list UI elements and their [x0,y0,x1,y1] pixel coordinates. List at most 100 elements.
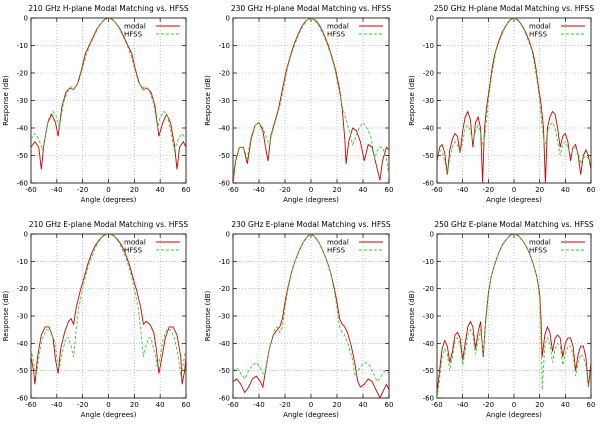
x-tick-label: -40 [253,401,264,409]
chart-panel-3: -60 -40 -20 0 20 40 60 0 -10 -20 -30 -40 -50 -60 modal… [408,4,595,204]
series-line-modal [31,234,186,385]
y-tick-label: -20 [423,70,434,78]
x-tick-label: 40 [359,186,368,194]
y-tick-label: -30 [423,97,434,105]
y-tick-label: 0 [430,15,434,23]
y-axis-label: Response (dB) [2,75,10,126]
legend-label: HFSS [124,247,143,255]
series-line-hfss [437,234,591,398]
y-tick-label: -60 [423,180,434,188]
y-tick-label: -40 [423,125,434,133]
y-tick-label: -60 [423,395,434,403]
y-tick-label: -20 [17,285,28,293]
x-tick-label: 60 [385,401,394,409]
x-tick-label: 40 [156,401,165,409]
y-tick-label: -50 [17,152,28,160]
x-tick-label: 60 [587,186,596,194]
legend-label: HFSS [529,31,548,39]
y-axis-label: Response (dB) [2,290,10,341]
legend-label: HFSS [124,31,143,39]
x-tick-label: -40 [457,401,468,409]
x-tick-label: -20 [279,401,290,409]
x-tick-label: -40 [51,401,62,409]
x-tick-label: 20 [130,401,139,409]
y-tick-label: -40 [17,340,28,348]
x-axis-label: Angle (degrees) [486,196,542,204]
chart-panel-4: -60 -40 -20 0 20 40 60 0 -10 -20 -30 -40 -50 -60 modal… [2,220,190,419]
y-tick-label: -50 [17,367,28,375]
series-line-hfss [31,234,186,377]
x-tick-label: -60 [25,186,36,194]
legend-label: modal [327,239,349,247]
y-tick-label: -30 [219,313,230,321]
x-tick-label: 0 [512,401,516,409]
y-tick-label: -10 [219,42,230,50]
y-tick-label: -40 [17,125,28,133]
series-line-modal [233,234,389,398]
legend-label: modal [327,23,349,31]
y-tick-label: -20 [17,70,28,78]
legend-label: modal [124,23,146,31]
x-tick-label: -60 [431,401,442,409]
x-tick-label: 60 [385,186,394,194]
legend-label: modal [529,23,551,31]
x-tick-label: 20 [535,401,544,409]
x-tick-label: -40 [51,186,62,194]
x-tick-label: 0 [106,401,110,409]
y-tick-label: -50 [219,152,230,160]
y-tick-label: -20 [219,70,230,78]
y-tick-label: -30 [17,313,28,321]
y-tick-label: 0 [226,15,230,23]
x-tick-label: 40 [561,401,570,409]
y-axis-label: Response (dB) [204,290,212,341]
x-tick-label: -20 [483,401,494,409]
series-line-modal [31,18,186,170]
x-tick-label: 20 [130,186,139,194]
x-tick-label: 20 [333,401,342,409]
y-tick-label: 0 [24,231,28,239]
y-axis-label: Response (dB) [408,75,416,126]
x-tick-label: 40 [156,186,165,194]
x-tick-label: -20 [483,186,494,194]
y-tick-label: -50 [423,152,434,160]
series-line-hfss [31,18,186,152]
y-tick-label: -60 [17,395,28,403]
x-tick-label: -40 [253,186,264,194]
chart-panel-2: -60 -40 -20 0 20 40 60 0 -10 -20 -30 -40 -50 -60 modal… [204,4,393,204]
x-tick-label: -40 [457,186,468,194]
x-tick-label: 0 [106,186,110,194]
y-tick-label: -10 [17,42,28,50]
x-tick-label: -20 [77,186,88,194]
x-tick-label: 20 [333,186,342,194]
x-tick-label: -60 [227,186,238,194]
legend-label: modal [124,239,146,247]
y-tick-label: -60 [219,395,230,403]
chart-title: 230 GHz E-plane Modal Matching vs. HFSS [231,220,391,229]
legend-label: HFSS [327,247,346,255]
series-line-modal [437,18,591,183]
y-tick-label: -30 [423,313,434,321]
y-tick-label: -10 [219,258,230,266]
y-tick-label: -60 [219,180,230,188]
y-tick-label: -10 [17,258,28,266]
y-tick-label: 0 [226,231,230,239]
x-tick-label: -60 [227,401,238,409]
x-tick-label: -60 [431,186,442,194]
series-line-modal [437,234,591,393]
y-tick-label: 0 [24,15,28,23]
y-tick-label: -50 [219,367,230,375]
legend-label: modal [529,239,551,247]
series-line-hfss [233,234,389,383]
legend-label: HFSS [529,247,548,255]
x-tick-label: -60 [25,401,36,409]
x-tick-label: 40 [359,401,368,409]
y-tick-label: -30 [17,97,28,105]
x-axis-label: Angle (degrees) [81,196,137,204]
series-line-hfss [437,18,591,175]
x-tick-label: 0 [512,186,516,194]
chart-title: 210 GHz H-plane Modal Matching vs. HFSS [28,4,188,13]
y-tick-label: -40 [219,125,230,133]
y-tick-label: -60 [17,180,28,188]
x-tick-label: 40 [561,186,570,194]
legend-label: HFSS [327,31,346,39]
